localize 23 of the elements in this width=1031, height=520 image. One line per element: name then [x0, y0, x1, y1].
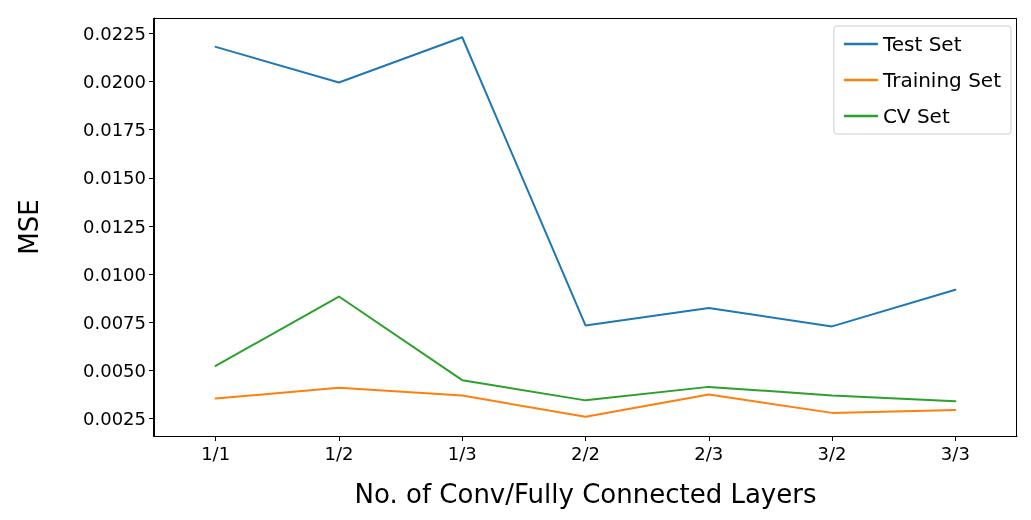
y-tick-label: 0.0200 — [83, 71, 146, 93]
x-tick-label: 1/2 — [324, 442, 354, 464]
y-tick-label: 0.0150 — [83, 167, 146, 189]
y-tick-label: 0.0100 — [83, 263, 146, 285]
x-tick-label: 2/3 — [694, 442, 724, 464]
legend-label: CV Set — [882, 104, 950, 128]
y-tick-label: 0.0050 — [83, 360, 146, 382]
y-tick-label: 0.0025 — [83, 408, 146, 430]
x-axis-title: No. of Conv/Fully Connected Layers — [354, 479, 817, 509]
legend-label: Test Set — [881, 32, 962, 56]
x-tick-label: 1/3 — [447, 442, 477, 464]
legend-label: Training Set — [881, 68, 1002, 92]
x-tick-label: 1/1 — [201, 442, 231, 464]
y-tick-label: 0.0175 — [83, 119, 146, 141]
line-series — [214, 386, 957, 418]
x-tick-label: 3/2 — [817, 442, 847, 464]
y-tick-label: 0.0225 — [83, 22, 146, 44]
y-axis-title: MSE — [14, 199, 44, 255]
line-series — [214, 295, 957, 403]
x-tick-label: 2/2 — [571, 442, 600, 464]
y-tick-label: 0.0125 — [83, 215, 146, 237]
y-tick-label: 0.0075 — [83, 311, 146, 333]
x-tick-label: 3/3 — [940, 442, 970, 464]
